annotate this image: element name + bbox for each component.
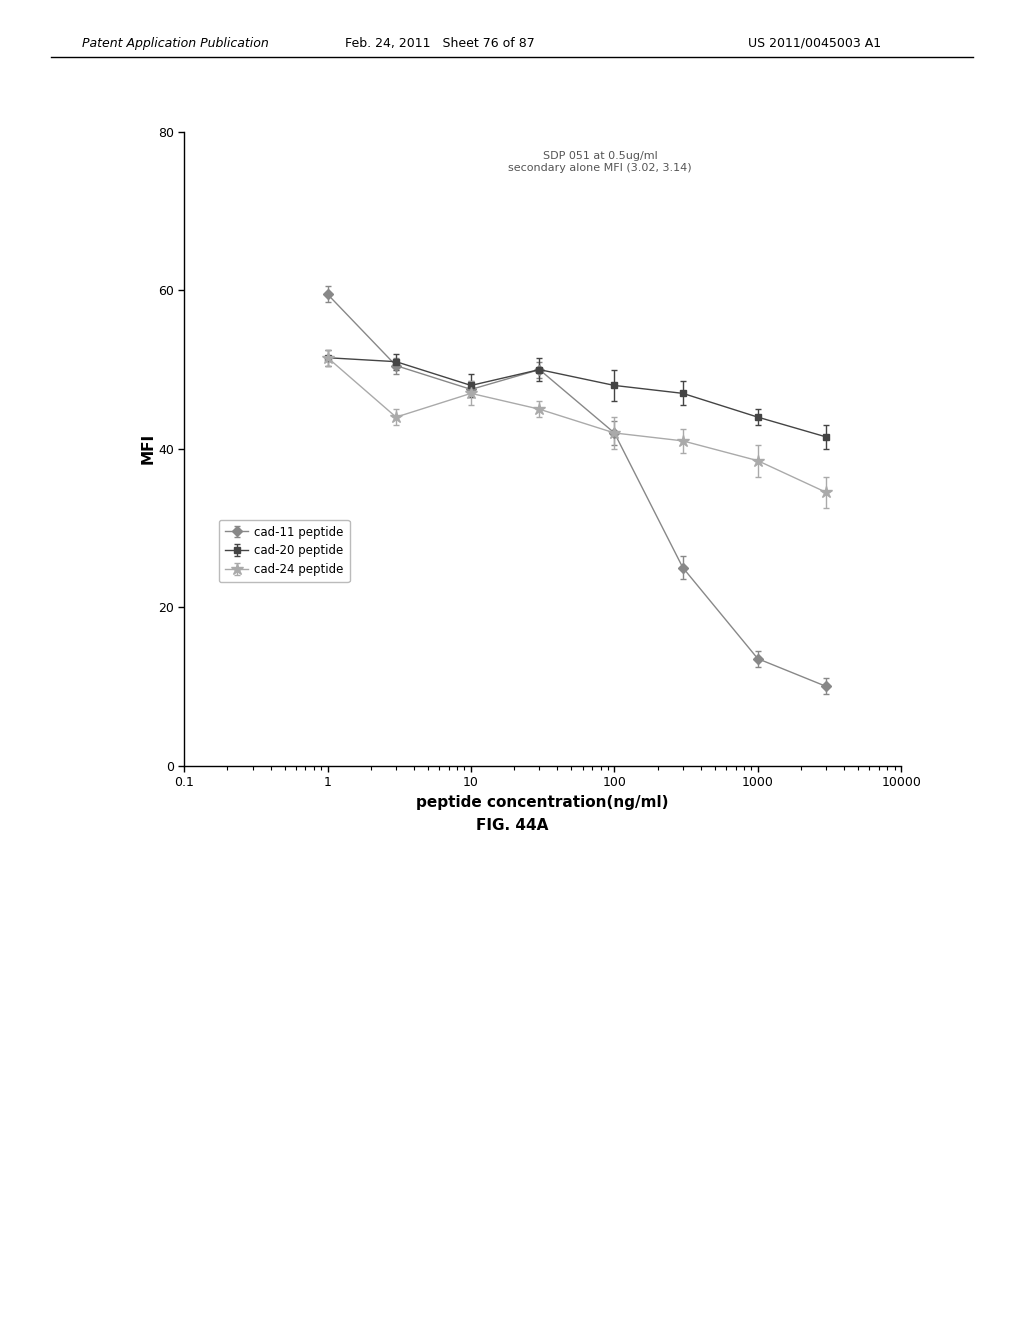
Y-axis label: MFI: MFI [140,433,155,465]
Text: SDP 051 at 0.5ug/ml
secondary alone MFI (3.02, 3.14): SDP 051 at 0.5ug/ml secondary alone MFI … [508,150,692,173]
Text: Feb. 24, 2011   Sheet 76 of 87: Feb. 24, 2011 Sheet 76 of 87 [345,37,536,50]
Legend: cad-11 peptide, cad-20 peptide, cad-24 peptide: cad-11 peptide, cad-20 peptide, cad-24 p… [219,520,349,582]
Text: US 2011/0045003 A1: US 2011/0045003 A1 [748,37,881,50]
X-axis label: peptide concentration(ng/ml): peptide concentration(ng/ml) [417,795,669,809]
Text: FIG. 44A: FIG. 44A [476,818,548,833]
Text: Patent Application Publication: Patent Application Publication [82,37,268,50]
